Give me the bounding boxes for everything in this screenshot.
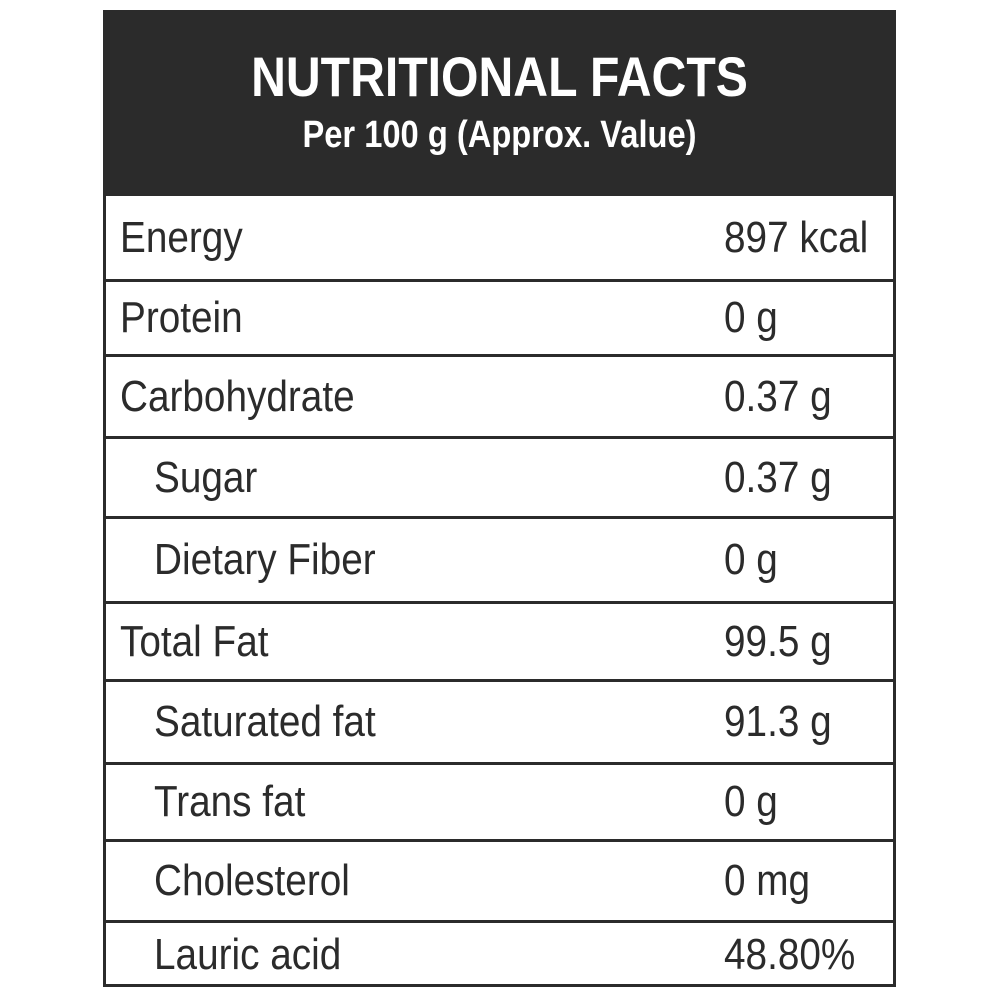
nutrient-value: 897 kcal xyxy=(724,212,869,262)
nutrient-name: Energy xyxy=(120,212,243,262)
nutrient-name: Lauric acid xyxy=(154,930,342,979)
nutrition-header: NUTRITIONAL FACTS Per 100 g (Approx. Val… xyxy=(106,13,893,196)
nutrient-value: 0.37 g xyxy=(724,371,832,421)
nutrient-row-energy: Energy 897 kcal xyxy=(106,196,893,279)
nutrient-row-lauric-acid: Lauric acid 48.80% xyxy=(106,920,893,987)
nutrient-name: Cholesterol xyxy=(154,856,350,905)
nutrient-value: 0 mg xyxy=(724,856,811,905)
nutrient-value: 91.3 g xyxy=(724,697,832,746)
nutrient-table: Energy 897 kcal Protein 0 g Carbohydrate… xyxy=(106,196,893,984)
nutrient-row-trans-fat: Trans fat 0 g xyxy=(106,762,893,839)
nutrient-row-total-fat: Total Fat 99.5 g xyxy=(106,601,893,679)
nutrient-row-cholesterol: Cholesterol 0 mg xyxy=(106,839,893,920)
nutrition-subtitle: Per 100 g (Approx. Value) xyxy=(302,114,697,156)
nutrient-name: Protein xyxy=(120,293,243,342)
nutrient-value: 0.37 g xyxy=(724,452,832,502)
nutrient-name: Sugar xyxy=(154,452,258,502)
nutrition-title: NUTRITIONAL FACTS xyxy=(251,45,748,108)
nutrient-row-protein: Protein 0 g xyxy=(106,279,893,354)
nutrient-name: Carbohydrate xyxy=(120,371,355,421)
nutrient-name: Trans fat xyxy=(154,777,306,826)
nutrient-value: 0 g xyxy=(724,777,778,826)
nutrient-name: Saturated fat xyxy=(154,697,376,746)
nutrient-value: 48.80% xyxy=(724,930,856,979)
nutrient-name: Dietary Fiber xyxy=(154,535,376,584)
nutrient-row-carbohydrate: Carbohydrate 0.37 g xyxy=(106,354,893,436)
nutrient-name: Total Fat xyxy=(120,616,269,666)
nutrient-row-saturated-fat: Saturated fat 91.3 g xyxy=(106,679,893,762)
nutrient-value: 0 g xyxy=(724,535,778,584)
nutrient-row-dietary-fiber: Dietary Fiber 0 g xyxy=(106,516,893,601)
nutrient-row-sugar: Sugar 0.37 g xyxy=(106,436,893,516)
nutrient-value: 99.5 g xyxy=(724,616,832,666)
nutrition-facts-panel: NUTRITIONAL FACTS Per 100 g (Approx. Val… xyxy=(103,10,896,987)
nutrient-value: 0 g xyxy=(724,293,778,342)
